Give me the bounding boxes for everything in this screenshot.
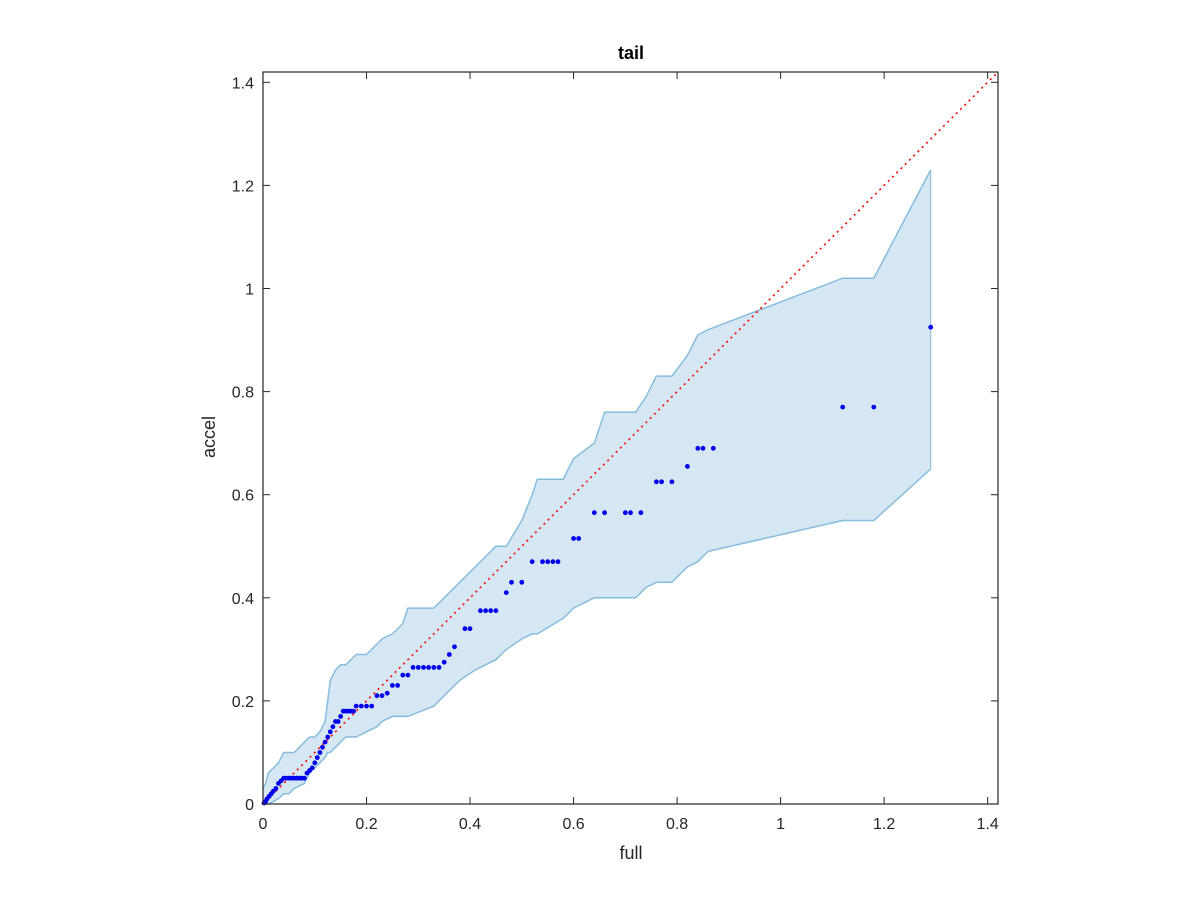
data-point [415, 665, 421, 670]
data-point [426, 665, 431, 670]
data-point [710, 445, 716, 451]
band-lower-edge [263, 468, 932, 805]
data-point [436, 665, 442, 670]
data-point [659, 479, 664, 485]
data-point [669, 479, 675, 485]
x-tick-label: 0.4 [459, 816, 481, 833]
data-point [374, 693, 380, 699]
data-point [384, 690, 390, 696]
axes-layer: 0 0.2 0.4 0.6 0.8 1 1.2 1.4 0 0.2 0.4 0.6 0.8 1 1.2 1.4 [232, 71, 999, 833]
data-point [695, 445, 701, 451]
data-point [871, 404, 877, 410]
data-point [405, 672, 411, 678]
data-point [353, 703, 359, 709]
data-point [327, 729, 333, 735]
y-tick-label: 0.6 [232, 488, 254, 505]
reference-line-layer [262, 71, 999, 805]
data-point [462, 626, 468, 632]
y-tick-label: 0 [245, 797, 254, 814]
data-point [390, 683, 395, 688]
data-point [312, 760, 318, 766]
x-tick-label: 0 [259, 816, 268, 833]
data-point [467, 626, 473, 632]
data-point [395, 683, 400, 688]
data-point [840, 404, 846, 410]
data-point [509, 579, 514, 585]
data-point [358, 703, 364, 709]
data-point [550, 559, 556, 565]
data-point [441, 659, 447, 665]
x-tick-label: 0.2 [355, 816, 377, 833]
data-point [540, 559, 545, 565]
x-tick-label: 0.6 [562, 816, 584, 833]
x-tick-label: 1 [776, 816, 785, 833]
confidence-band-layer [262, 169, 932, 805]
data-point [338, 714, 343, 719]
data-point [483, 608, 488, 614]
data-point [478, 608, 483, 614]
data-point [317, 750, 323, 755]
y-axis-label: accel [199, 416, 219, 458]
data-point [700, 445, 706, 451]
data-point [493, 608, 499, 614]
data-point [431, 665, 437, 670]
data-point [410, 665, 416, 670]
band-upper-edge [262, 169, 932, 789]
data-point [638, 510, 644, 516]
data-point [685, 464, 690, 469]
data-point [369, 703, 375, 709]
y-tick-label: 1 [245, 282, 254, 299]
data-point [545, 559, 551, 565]
data-point [421, 665, 426, 670]
data-point [379, 693, 385, 699]
data-point [309, 765, 315, 771]
data-point [364, 703, 369, 709]
data-point [330, 724, 336, 730]
data-point [928, 324, 934, 330]
data-point [503, 590, 509, 595]
data-point [571, 536, 576, 541]
data-point [576, 536, 582, 541]
y-tick-label: 1.2 [232, 178, 254, 195]
data-point [325, 734, 331, 740]
data-point [591, 510, 597, 516]
x-axis-label: full [619, 843, 642, 863]
data-point [555, 559, 561, 565]
data-point [628, 510, 633, 516]
y-tick-label: 1.4 [232, 75, 254, 92]
data-point [622, 510, 628, 516]
x-tick-label: 1.4 [977, 816, 999, 833]
data-point [314, 755, 320, 760]
data-point [519, 579, 525, 585]
x-tick-label: 0.8 [666, 816, 688, 833]
data-point [529, 559, 535, 565]
y-tick-label: 0.4 [232, 591, 254, 608]
data-point [452, 644, 457, 650]
data-point [302, 775, 307, 781]
data-point [400, 672, 406, 678]
data-point [335, 719, 341, 724]
data-point [320, 744, 325, 750]
x-tick-label: 1.2 [873, 816, 895, 833]
data-point [602, 510, 607, 516]
data-points-layer [261, 324, 934, 806]
data-point [488, 608, 494, 614]
chart-title: tail [618, 43, 644, 63]
data-point [351, 708, 356, 714]
y-tick-label: 0.8 [232, 385, 254, 402]
reference-diagonal-line [262, 71, 999, 805]
y-tick-label: 0.2 [232, 694, 254, 711]
data-point [654, 479, 659, 485]
data-point [446, 652, 452, 657]
confidence-band-fill [263, 169, 931, 804]
plot-frame [262, 71, 999, 805]
data-point [273, 786, 279, 791]
data-point [322, 739, 328, 745]
